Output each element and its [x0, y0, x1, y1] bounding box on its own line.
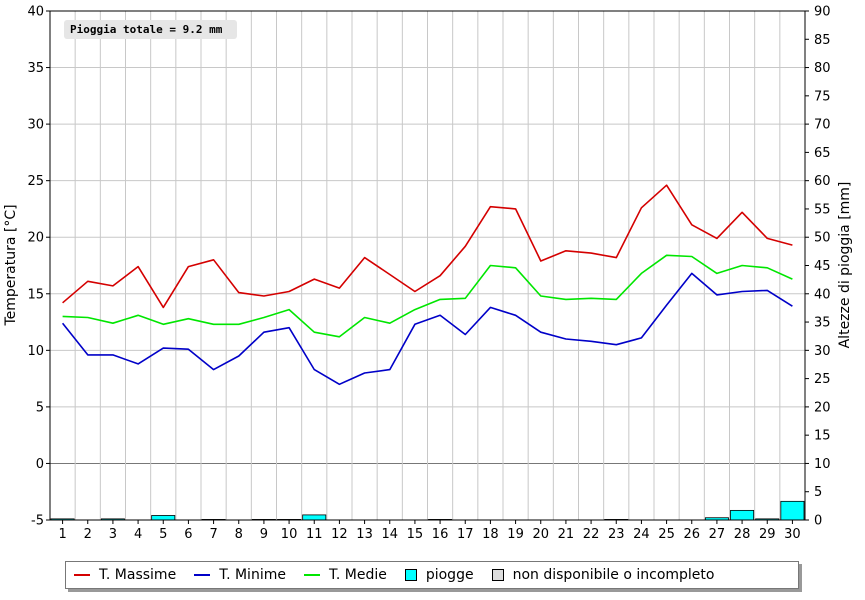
y2-tick-label: 70 — [814, 118, 831, 133]
x-tick-label: 30 — [784, 527, 801, 542]
x-tick-label: 28 — [734, 527, 751, 542]
x-tick-label: 9 — [260, 527, 268, 542]
x-tick-label: 3 — [109, 527, 117, 542]
x-tick-label: 24 — [633, 527, 650, 542]
legend-label-min: T. Minime — [219, 567, 286, 583]
legend-label-rain: piogge — [425, 567, 474, 583]
x-tick-label: 20 — [532, 527, 549, 542]
series-line — [61, 272, 793, 386]
legend-label-max: T. Massime — [99, 567, 177, 583]
x-tick-label: 17 — [457, 527, 474, 542]
x-tick-label: 14 — [381, 527, 398, 542]
x-tick-label: 22 — [583, 527, 600, 542]
y-tick-label: 40 — [27, 5, 44, 20]
y2-tick-label: 65 — [814, 146, 831, 161]
y2-tick-label: 45 — [814, 259, 831, 274]
y2-tick-label: 5 — [814, 485, 822, 500]
rain-bar — [151, 515, 176, 521]
y-tick-label: 35 — [27, 61, 44, 76]
y2-tick-label: 60 — [814, 174, 831, 189]
x-tick-label: 1 — [58, 527, 66, 542]
y2-tick-label: 15 — [814, 429, 831, 444]
x-tick-label: 11 — [306, 527, 323, 542]
y2-tick-label: 90 — [814, 5, 831, 20]
y2-tick-label: 55 — [814, 202, 831, 217]
x-tick-label: 23 — [608, 527, 625, 542]
y2-tick-label: 75 — [814, 89, 831, 104]
y2-tick-label: 0 — [814, 514, 822, 529]
legend-swatch-med — [303, 574, 320, 576]
rain-bar — [302, 514, 327, 521]
x-tick-label: 13 — [356, 527, 373, 542]
x-tick-label: 18 — [482, 527, 499, 542]
y2-tick-label: 40 — [814, 287, 831, 302]
series-line — [62, 184, 793, 309]
rain-total-label: Pioggia totale = 9.2 mm — [64, 20, 237, 39]
y-tick-label: 20 — [27, 231, 44, 246]
y-tick-label: 30 — [27, 118, 44, 133]
x-tick-label: 5 — [159, 527, 167, 542]
y-axis-title: Temperatura [°C] — [3, 204, 19, 326]
x-tick-label: 10 — [281, 527, 298, 542]
legend-label-na: non disponibile o incompleto — [512, 567, 715, 583]
x-tick-label: 2 — [84, 527, 92, 542]
x-tick-label: 7 — [209, 527, 217, 542]
y2-tick-label: 30 — [814, 344, 831, 359]
y2-tick-label: 20 — [814, 400, 831, 415]
legend-item-rain: piogge — [404, 567, 474, 583]
legend-swatch-na — [491, 569, 504, 581]
rain-bar — [730, 509, 755, 521]
y-tick-label: 5 — [36, 400, 44, 415]
legend-item-med: T. Medie — [303, 567, 387, 583]
x-tick-label: 8 — [235, 527, 243, 542]
y-tick-label: 10 — [27, 344, 44, 359]
y2-axis-title: Altezze di pioggia [mm] — [837, 182, 853, 349]
x-tick-label: 21 — [558, 527, 575, 542]
y2-tick-label: 25 — [814, 372, 831, 387]
x-tick-label: 6 — [184, 527, 192, 542]
legend-label-med: T. Medie — [328, 567, 387, 583]
x-tick-label: 26 — [683, 527, 700, 542]
grid — [50, 10, 805, 521]
axes: -505101520253035400510152025303540455055… — [27, 5, 830, 543]
legend-item-max: T. Massime — [74, 567, 176, 583]
y-tick-label: 15 — [27, 287, 44, 302]
legend-item-na: non disponibile o incompleto — [491, 567, 715, 583]
y-tick-label: 25 — [27, 174, 44, 189]
x-tick-label: 29 — [759, 527, 776, 542]
x-tick-label: 25 — [658, 527, 675, 542]
x-tick-label: 19 — [507, 527, 524, 542]
y2-tick-label: 80 — [814, 61, 831, 76]
series-line — [62, 254, 793, 338]
series-lines — [61, 184, 793, 386]
x-tick-label: 4 — [134, 527, 142, 542]
y2-tick-label: 50 — [814, 231, 831, 246]
x-tick-label: 12 — [331, 527, 348, 542]
x-tick-label: 16 — [432, 527, 449, 542]
legend-swatch-rain — [404, 569, 417, 581]
x-tick-label: 27 — [709, 527, 726, 542]
y2-tick-label: 85 — [814, 33, 831, 48]
legend-item-min: T. Minime — [194, 567, 286, 583]
legend-swatch-min — [194, 574, 211, 576]
y-tick-label: -5 — [31, 514, 44, 529]
legend-swatch-max — [74, 574, 90, 576]
x-tick-label: 15 — [407, 527, 424, 542]
y2-tick-label: 10 — [814, 457, 831, 472]
rain-bar — [780, 500, 805, 521]
y2-tick-label: 35 — [814, 316, 831, 331]
y-tick-label: 0 — [36, 457, 44, 472]
legend: T. Massime T. Minime T. Medie piogge non… — [65, 561, 799, 589]
